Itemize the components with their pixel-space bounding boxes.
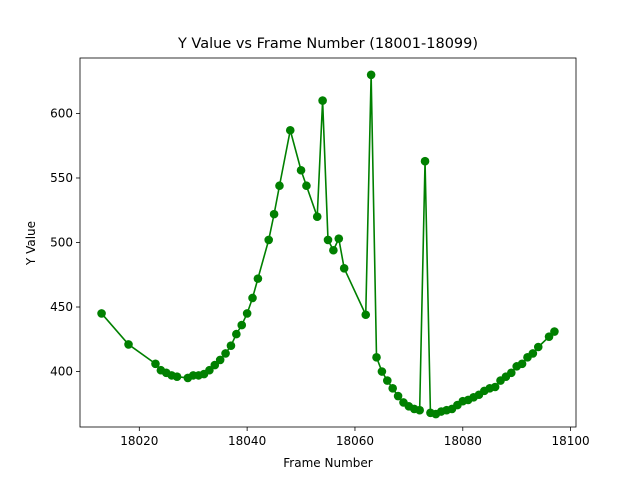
data-point [221, 349, 230, 358]
data-point [507, 368, 516, 378]
data-point [124, 340, 133, 349]
x-axis-label: Frame Number [283, 456, 372, 470]
data-point [302, 181, 311, 191]
data-point [329, 245, 338, 255]
x-tick-label: 18060 [336, 434, 374, 448]
data-point [544, 332, 554, 341]
y-tick-label: 600 [50, 106, 73, 120]
data-point [339, 264, 349, 273]
data-point [420, 156, 430, 166]
plot-area: 18020 18040 18060 18080 18100 400 450 500 550 600 [50, 57, 590, 448]
data-point [210, 360, 220, 370]
x-tick-label: 18040 [228, 434, 266, 448]
data-point [366, 70, 376, 80]
x-tick-label: 18020 [120, 434, 158, 448]
data-point [253, 274, 263, 283]
data-point [312, 212, 322, 221]
data-point [550, 327, 559, 336]
data-point [388, 383, 397, 393]
data-point [237, 320, 247, 330]
data-point [361, 310, 371, 320]
data-point [285, 125, 295, 135]
data-point [393, 391, 403, 401]
data-point [296, 165, 306, 175]
data-point [151, 359, 160, 369]
y-axis-label: Y Value [24, 221, 38, 266]
data-point [415, 405, 424, 415]
data-point [232, 329, 241, 339]
data-point [226, 341, 236, 351]
data-point [269, 209, 279, 219]
data-point [275, 181, 284, 191]
y-tick-label: 500 [50, 236, 73, 250]
data-point [318, 96, 327, 105]
data-point [323, 235, 333, 245]
plot-frame [79, 57, 577, 428]
data-point [205, 365, 214, 375]
data-point [248, 293, 257, 303]
data-point [334, 234, 344, 243]
data-point [490, 382, 500, 392]
data-point [377, 367, 387, 376]
x-tick-label: 18080 [444, 434, 482, 448]
y-tick-label: 550 [50, 171, 73, 185]
data-point [242, 309, 252, 318]
data-point [383, 376, 392, 385]
data-point [264, 235, 273, 245]
data-point [215, 355, 225, 365]
data-point [97, 309, 106, 318]
y-tick-label: 450 [50, 300, 73, 314]
data-point [517, 359, 527, 369]
chart-title: Y Value vs Frame Number (18001-18099) [177, 36, 478, 52]
data-point [372, 353, 381, 362]
y-tick-label: 400 [50, 365, 73, 379]
data-point [528, 349, 538, 358]
data-point [533, 342, 543, 352]
x-tick-label: 18100 [552, 434, 590, 448]
data-point [172, 372, 182, 381]
